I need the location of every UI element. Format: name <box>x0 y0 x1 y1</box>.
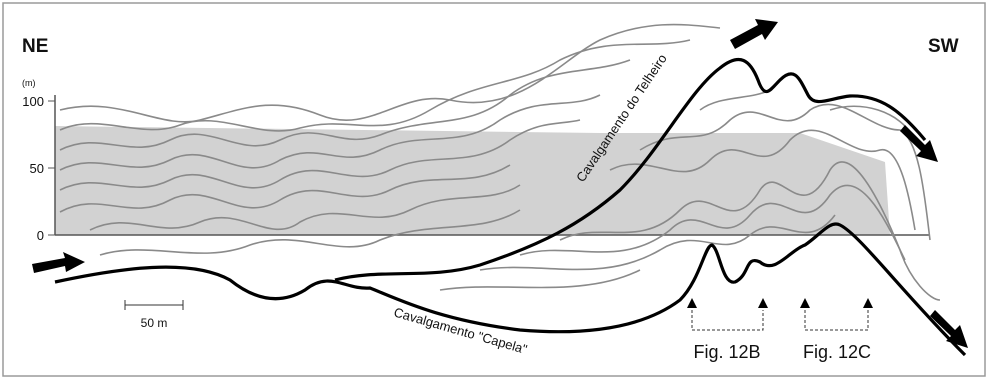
axis-unit: (m) <box>22 78 36 88</box>
figure-ref: Fig. 12B <box>693 342 760 362</box>
shaded-unit <box>55 126 890 235</box>
scale-label: 50 m <box>141 316 168 330</box>
direction-label: SW <box>928 36 959 57</box>
cross-section: NE SW (m) 100 50 0 50 m Cavalgamento do … <box>0 0 988 379</box>
axis-tick-label: 0 <box>37 228 44 243</box>
direction-label: NE <box>22 36 48 57</box>
axis-tick-label: 100 <box>22 94 44 109</box>
axis-tick-label: 50 <box>30 161 44 176</box>
figure-ref: Fig. 12C <box>803 342 871 362</box>
